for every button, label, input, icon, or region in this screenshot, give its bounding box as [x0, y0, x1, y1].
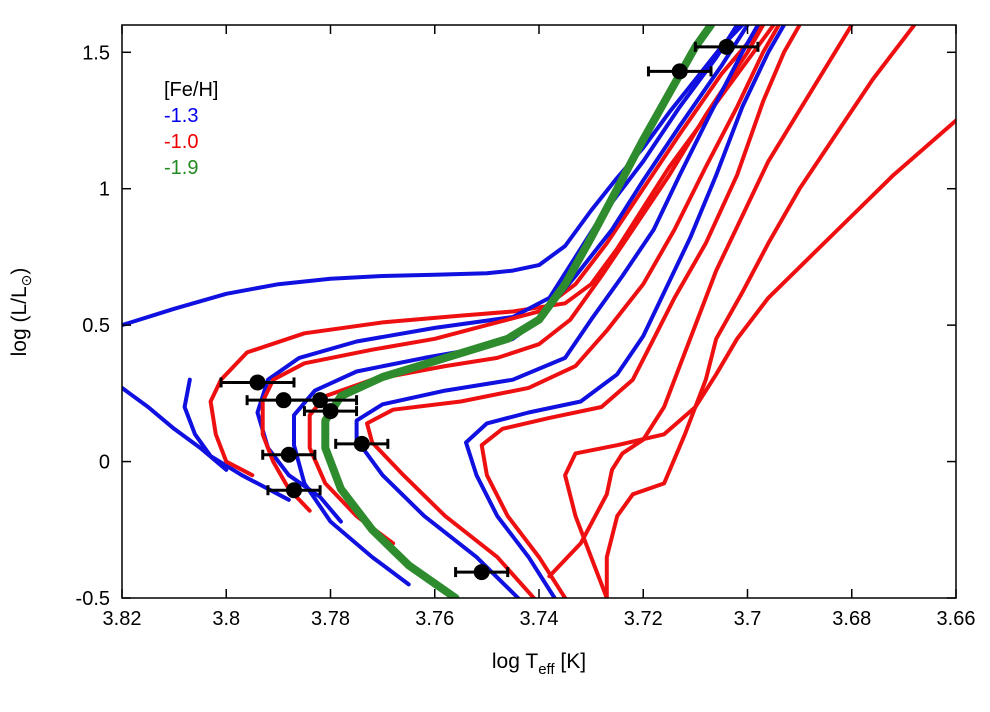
x-tick-label: 3.68 [832, 608, 871, 630]
isochrone-line-blue-11 [464, 25, 786, 598]
observation-point-2 [282, 392, 359, 409]
y-tick-label: 0.5 [82, 315, 110, 337]
observation-marker [322, 403, 339, 420]
x-tick-label: 3.78 [311, 608, 350, 630]
isochrone-line-blue-4 [255, 25, 740, 524]
x-tick-label: 3.76 [415, 608, 454, 630]
observation-marker [312, 392, 329, 409]
isochrone-line-red-14 [547, 25, 854, 579]
observation-marker [249, 374, 266, 391]
x-axis-ticks: 3.82 3.8 3.78 3.76 3.74 3.72 3.7 3.68 3.66 [103, 25, 976, 630]
x-tick-label: 3.7 [734, 608, 762, 630]
observation-point-3 [302, 403, 359, 420]
isochrone-line-red-5 [260, 25, 766, 513]
observation-point-7 [454, 564, 510, 581]
observation-point-4 [261, 446, 317, 463]
observation-point-0 [219, 374, 296, 391]
isochrone-line-red-13 [563, 118, 956, 598]
observation-point-9 [693, 38, 760, 55]
isochrone-line-blue-2 [182, 377, 291, 502]
legend-entry-fe-h-minus-1-3: -1.3 [164, 105, 198, 127]
y-axis-ticks: -0.5 0 0.5 1 1.5 [76, 42, 956, 610]
x-axis-title-tail: [K] [555, 650, 587, 673]
legend-title: [Fe/H] [164, 79, 218, 101]
y-tick-label: 0 [99, 452, 110, 474]
isochrone-line-red-12 [479, 25, 802, 598]
observation-marker [353, 435, 370, 452]
observation-point-6 [266, 482, 322, 499]
legend: [Fe/H] -1.3 -1.0 -1.9 [164, 79, 218, 179]
x-tick-label: 3.82 [103, 608, 142, 630]
x-tick-label: 3.8 [212, 608, 240, 630]
isochrone-line-red-10 [365, 25, 781, 598]
observation-marker [473, 564, 490, 581]
observation-marker [671, 63, 688, 80]
y-axis-title-tail: ) [8, 268, 31, 275]
isochrone-line-blue-9 [354, 25, 760, 598]
y-axis-title: log (L/L⊙) [8, 268, 34, 357]
legend-entry-fe-h-minus-1-0: -1.0 [164, 131, 198, 153]
y-tick-label: -0.5 [76, 588, 110, 610]
y-axis-title-sub: ⊙ [18, 275, 34, 287]
observation-marker [286, 482, 303, 499]
isochrone-series-layer [122, 25, 956, 598]
y-axis-title-base: log (L/L [8, 286, 31, 356]
observation-point-8 [646, 63, 713, 80]
isochrone-line-red-15 [604, 25, 917, 598]
observation-points-layer [219, 38, 760, 581]
observation-marker [280, 446, 297, 463]
x-axis-title: log Teff [K] [492, 650, 586, 678]
y-tick-label: 1.5 [82, 42, 110, 64]
x-axis-title-sub: eff [538, 661, 555, 678]
isochrone-line-blue-0 [122, 25, 745, 328]
observation-marker [718, 38, 735, 55]
x-tick-label: 3.72 [624, 608, 663, 630]
isochrone-line-green-8 [321, 25, 715, 598]
x-tick-label: 3.66 [937, 608, 976, 630]
x-axis-title-base: log T [492, 650, 538, 673]
observation-point-5 [334, 435, 390, 452]
legend-entry-fe-h-minus-1-9: -1.9 [164, 157, 198, 179]
y-tick-label: 1 [99, 179, 110, 201]
x-tick-label: 3.74 [520, 608, 559, 630]
